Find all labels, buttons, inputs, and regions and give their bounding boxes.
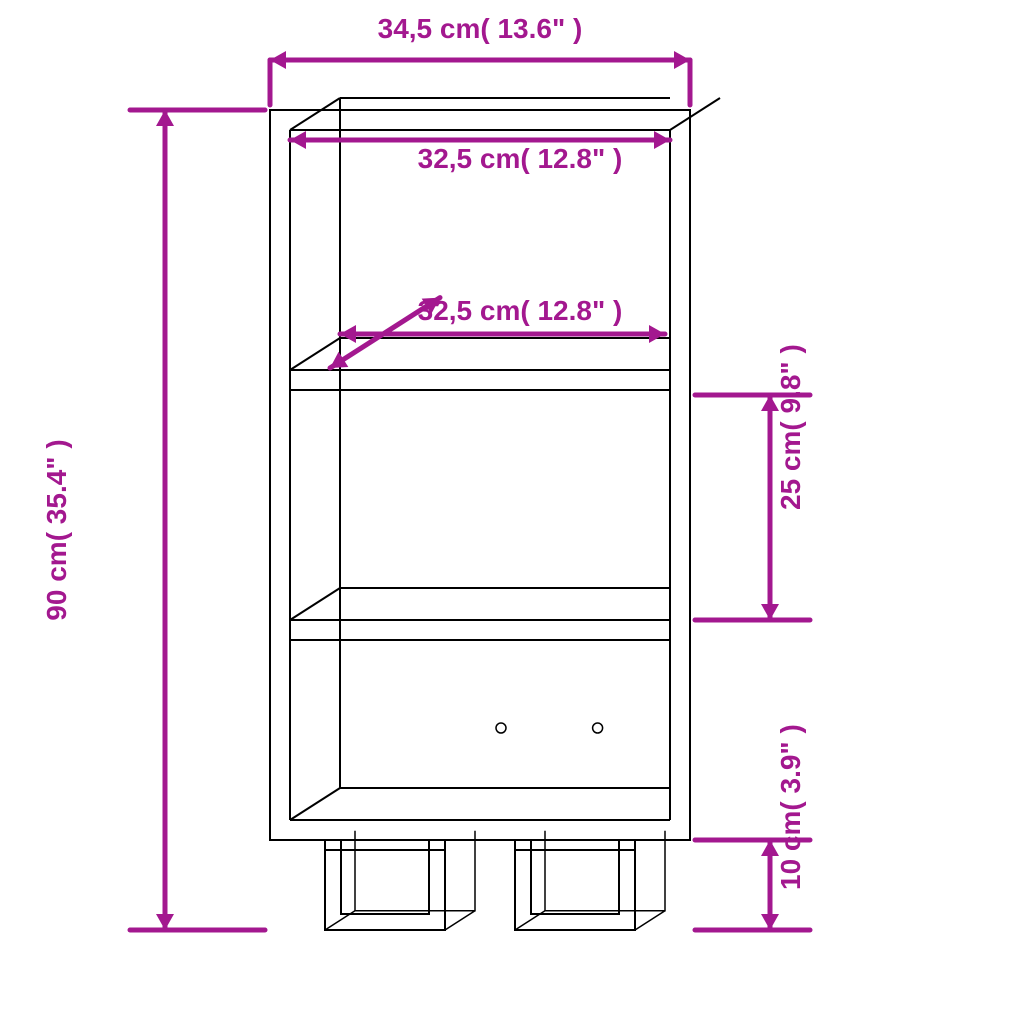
dim-depth: 32,5 cm( 12.8" ) [418, 295, 623, 326]
dim-inner-width: 32,5 cm( 12.8" ) [418, 143, 623, 174]
dimensions: 34,5 cm( 13.6" ) 32,5 cm( 12.8" ) 32,5 cm(… [41, 13, 810, 930]
cabinet-drawing [270, 98, 720, 930]
dim-leg-height: 10 cm( 3.9" ) [775, 724, 806, 890]
dim-total-height: 90 cm( 35.4" ) [41, 439, 72, 620]
dim-shelf-gap: 25 cm( 9.8" ) [775, 344, 806, 510]
dim-total-width: 34,5 cm( 13.6" ) [378, 13, 583, 44]
